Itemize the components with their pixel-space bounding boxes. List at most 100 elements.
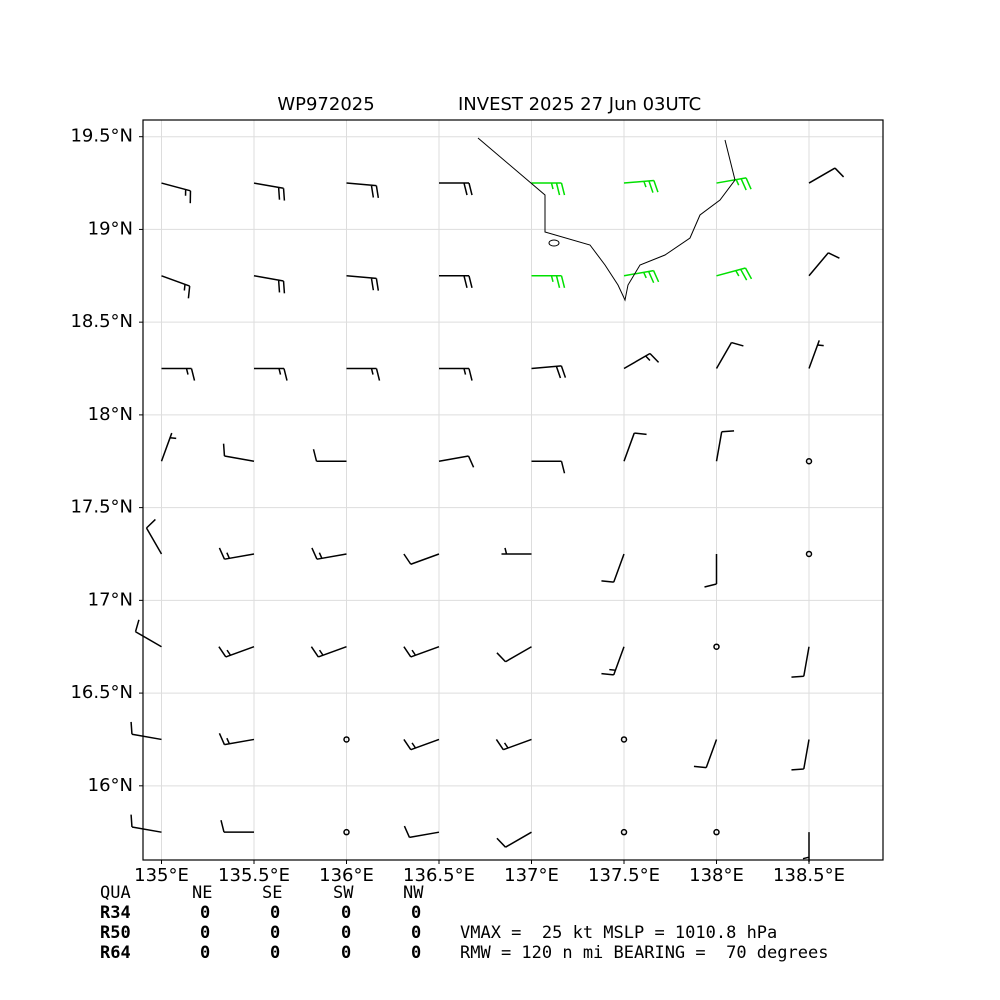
wind-barb [220, 819, 254, 833]
wind-barb [130, 721, 162, 741]
wind-barb [531, 460, 566, 474]
wind-barb [495, 738, 532, 751]
chart-title: WP972025 [277, 94, 374, 115]
plot-frame [142, 119, 884, 861]
calm-marker [343, 736, 350, 743]
wind-barb [716, 177, 752, 191]
wind-barb [715, 341, 744, 369]
table-header: SE [262, 883, 282, 903]
y-tick-label: 19°N [88, 218, 133, 239]
coastline [477, 137, 736, 302]
wind-barb [791, 739, 810, 771]
calm-marker [713, 643, 720, 650]
calm-marker [620, 736, 628, 743]
table-cell: 0 [411, 943, 421, 963]
wind-barb [346, 275, 380, 291]
wind-barb [496, 646, 532, 663]
wind-barb [403, 738, 440, 751]
x-tick-label: 135.5°E [218, 865, 290, 886]
table-cell: 0 [341, 923, 351, 943]
wind-barb [161, 367, 196, 381]
wind-barb [439, 182, 473, 196]
wind-barb [311, 547, 347, 560]
wind-barb [438, 455, 475, 468]
wind-barb [496, 831, 532, 848]
wind-barb [253, 182, 286, 201]
row-label: R50 [100, 923, 131, 943]
wind-barb [403, 553, 440, 565]
chart-subtitle: INVEST 2025 27 Jun 03UTC [458, 94, 701, 115]
table-cell: 0 [200, 923, 210, 943]
wind-barb [601, 646, 625, 676]
island [548, 239, 560, 247]
wind-barb [716, 267, 753, 281]
wind-barb [134, 619, 162, 648]
y-tick-label: 16.5°N [70, 682, 133, 703]
wind-barb [130, 814, 162, 833]
y-tick-label: 17°N [88, 589, 133, 610]
calm-marker [343, 828, 350, 836]
calm-marker [713, 828, 720, 836]
table-cell: 0 [200, 943, 210, 963]
wind-barb [808, 252, 840, 277]
wind-barb [222, 443, 255, 462]
x-tick-label: 136.5°E [403, 865, 475, 886]
wind-barb [715, 430, 735, 462]
table-header: QUA [100, 883, 131, 903]
wind-barb [439, 367, 473, 381]
table-cell: 0 [341, 943, 351, 963]
wind-barb [623, 269, 660, 284]
wind-barb [693, 739, 718, 769]
wind-barb [403, 825, 440, 839]
wind-barb [704, 553, 718, 588]
x-tick-label: 135°E [134, 865, 189, 886]
wind-barb [501, 547, 532, 555]
calm-marker [620, 828, 628, 836]
row-label: R64 [100, 943, 131, 963]
y-tick-label: 16°N [88, 775, 133, 796]
wind-barb [218, 547, 255, 560]
x-tick-label: 137.5°E [588, 865, 660, 886]
wind-barb [218, 733, 255, 746]
wind-barb [160, 432, 177, 462]
wind-barb [802, 832, 810, 863]
wind-barb [623, 179, 659, 193]
table-cell: 0 [270, 923, 280, 943]
wind-barb [254, 367, 288, 381]
y-tick-label: 19.5°N [70, 126, 133, 147]
info-line: RMW = 120 n mi BEARING = 70 degrees [460, 943, 828, 963]
wind-barb [346, 367, 381, 381]
y-tick-label: 18.5°N [70, 311, 133, 332]
row-label: R34 [100, 903, 131, 923]
wind-barb [531, 182, 566, 196]
x-tick-label: 138.5°E [773, 865, 845, 886]
table-cell: 0 [270, 903, 280, 923]
table-cell: 0 [270, 943, 280, 963]
y-tick-label: 17.5°N [70, 497, 133, 518]
x-tick-label: 136°E [319, 865, 374, 886]
wind-barb [161, 182, 192, 204]
wind-barb [808, 167, 845, 184]
wind-barb [531, 275, 566, 288]
wind-barb [808, 340, 824, 369]
wind-barb [439, 275, 473, 288]
table-cell: 0 [200, 903, 210, 923]
wind-barb [403, 646, 440, 658]
info-line: VMAX = 25 kt MSLP = 1010.8 hPa [460, 923, 777, 943]
wind-barb [623, 352, 660, 370]
wind-barb [253, 275, 286, 294]
wind-barb [346, 182, 380, 199]
wind-barb [601, 553, 625, 583]
calm-marker [805, 550, 813, 558]
wind-barb [218, 646, 255, 658]
wind-barb [145, 518, 163, 555]
table-header: SW [333, 883, 354, 903]
wind-barb [531, 365, 567, 379]
calm-marker [805, 458, 813, 465]
wind-barb [310, 646, 347, 658]
table-cell: 0 [411, 903, 421, 923]
table-header: NE [192, 883, 212, 903]
wind-barb [161, 275, 191, 299]
x-tick-label: 138°E [689, 865, 744, 886]
